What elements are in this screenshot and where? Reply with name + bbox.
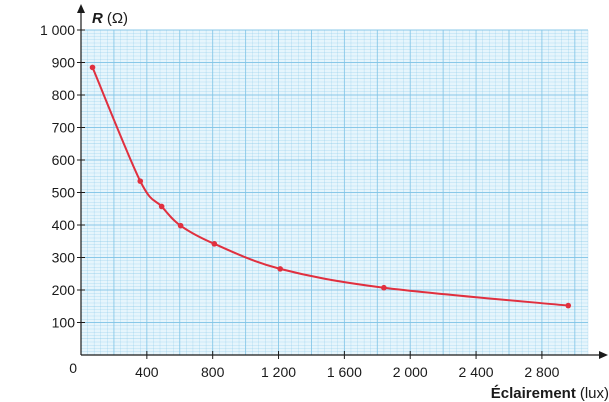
- x-tick-label: 2 000: [393, 364, 428, 380]
- x-tick-label: 1 200: [261, 364, 296, 380]
- y-axis-unit: (Ω): [107, 10, 128, 27]
- y-axis-symbol: R: [92, 10, 103, 27]
- y-tick-label: 200: [52, 282, 76, 298]
- x-tick-label: 400: [135, 364, 159, 380]
- data-point: [381, 284, 387, 291]
- y-tick-label: 800: [52, 87, 76, 103]
- labels: 400 800 1 200 1 600 2 000 2 400 2 800 100 200 300…: [40, 10, 609, 402]
- data-point: [89, 64, 96, 71]
- x-tick-label: 800: [201, 364, 225, 380]
- ticks: [77, 29, 543, 359]
- x-axis-title: Éclairement (lux): [491, 385, 609, 402]
- x-tick-label: 1 600: [327, 364, 362, 380]
- grid: [81, 29, 589, 355]
- y-tick-label: 100: [52, 315, 76, 331]
- y-tick-label: 600: [52, 152, 76, 168]
- x-axis-quantity: Éclairement: [491, 385, 576, 402]
- data-point: [211, 241, 218, 247]
- y-tick-label: 700: [52, 120, 76, 136]
- y-tick-label: 300: [52, 250, 76, 266]
- data-point: [158, 203, 165, 210]
- y-tick-label: 1 000: [40, 22, 75, 38]
- y-tick-label: 900: [52, 55, 76, 71]
- x-tick-label: 2 400: [459, 364, 494, 380]
- x-axis-unit: (lux): [580, 385, 609, 402]
- axes: [77, 4, 608, 359]
- data-point: [177, 222, 184, 229]
- data-point: [565, 302, 572, 309]
- y-axis-title: R (Ω): [92, 10, 128, 27]
- y-tick-label: 500: [52, 185, 76, 201]
- y-axis-arrow-icon: [77, 4, 85, 13]
- x-axis-arrow-icon: [599, 351, 608, 359]
- data-series: [89, 64, 572, 309]
- data-point: [277, 266, 283, 272]
- origin-label: 0: [69, 360, 77, 376]
- y-tick-label: 400: [52, 217, 76, 233]
- x-tick-label: 2 800: [524, 364, 559, 380]
- data-point: [137, 178, 144, 184]
